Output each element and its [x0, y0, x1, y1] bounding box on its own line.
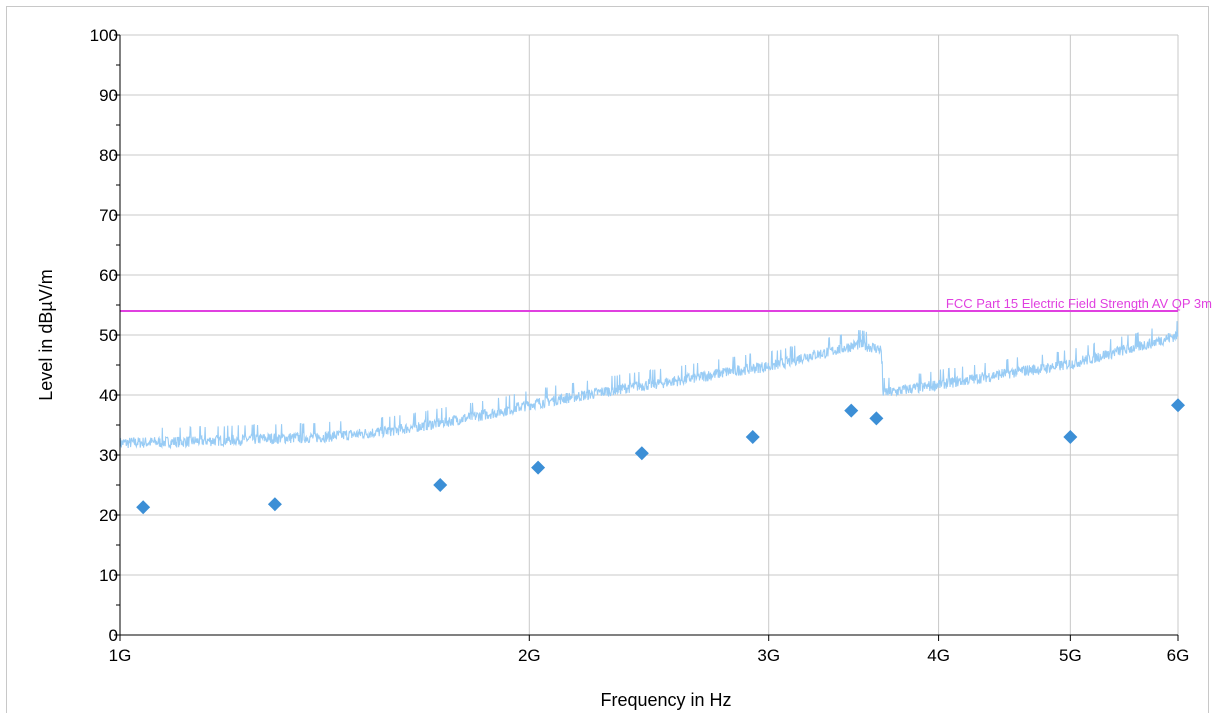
measurement-marker	[634, 446, 649, 461]
measurement-marker	[531, 460, 546, 475]
chart-frame	[6, 6, 1209, 713]
axes: 0 10 20 30 40 50 60 70 80 90 100 1G 2G 3G 4G 5G 6G	[90, 26, 1190, 665]
y-tick-label: 100	[90, 26, 118, 45]
y-tick-label: 80	[99, 146, 118, 165]
y-tick-label: 40	[99, 386, 118, 405]
x-tick-label: 6G	[1167, 646, 1190, 665]
x-tick-label: 2G	[518, 646, 541, 665]
measurement-marker	[844, 403, 859, 418]
y-tick-label: 20	[99, 506, 118, 525]
y-tick-label: 0	[109, 626, 118, 645]
y-tick-label: 90	[99, 86, 118, 105]
measurement-marker	[1063, 430, 1078, 444]
x-tick-label: 5G	[1059, 646, 1082, 665]
grid	[119, 34, 1179, 636]
x-tick-label: 1G	[109, 646, 132, 665]
y-tick-label: 30	[99, 446, 118, 465]
limit-line-group: FCC Part 15 Electric Field Strength AV Q…	[120, 296, 1212, 312]
y-axis-title: Level in dBµV/m	[36, 269, 56, 400]
measurement-marker	[869, 411, 884, 426]
measurement-marker	[745, 430, 760, 444]
measurement-trace	[119, 321, 1179, 450]
limit-line-label: FCC Part 15 Electric Field Strength AV Q…	[946, 296, 1212, 311]
measurement-marker	[1171, 398, 1185, 413]
measurement-marker	[433, 478, 448, 492]
measurement-marker	[136, 500, 151, 515]
y-tick-label: 70	[99, 206, 118, 225]
x-tick-label: 4G	[927, 646, 950, 665]
x-tick-label: 3G	[757, 646, 780, 665]
measurement-marker	[267, 497, 282, 512]
y-tick-label: 50	[99, 326, 118, 345]
y-tick-label: 10	[99, 566, 118, 585]
x-axis-title: Frequency in Hz	[600, 690, 731, 710]
trace-group	[119, 321, 1179, 450]
y-tick-label: 60	[99, 266, 118, 285]
marker-group	[136, 398, 1185, 515]
